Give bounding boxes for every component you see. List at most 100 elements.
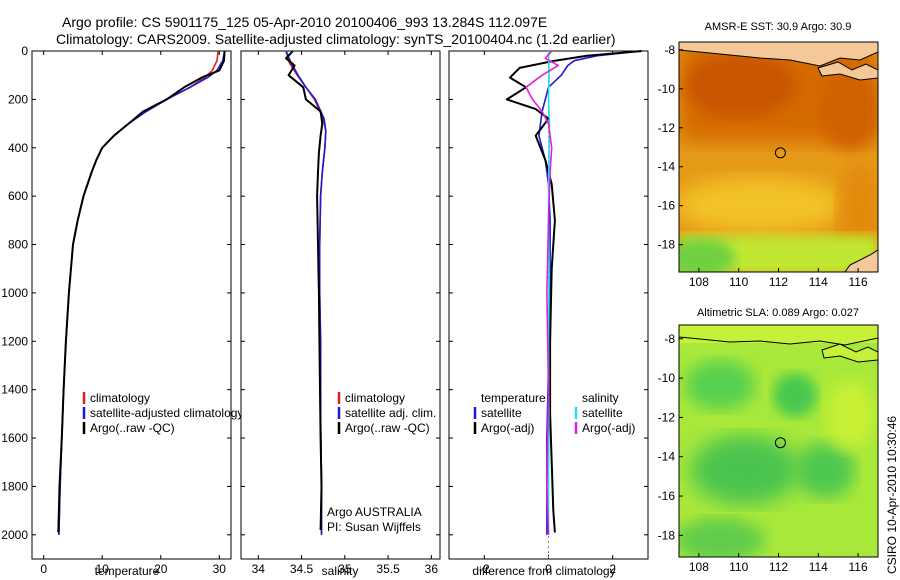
- temperature-panel: 0 200 400 600 800 1000 1200 1400 1600 1800 2000 0 1…: [1, 44, 243, 578]
- map-y-tick-label: -16: [658, 199, 676, 213]
- sla-argo-location-marker: [774, 437, 786, 449]
- sst-bali-land: [817, 61, 878, 81]
- map-y-tick-label: -8: [664, 43, 675, 57]
- series-line-temperature-argo-adj: [505, 50, 642, 533]
- sla-bali-land: [821, 343, 878, 363]
- series-line-salinity-argo-adj: [525, 50, 559, 535]
- x-tick-label: 34.5: [290, 562, 314, 576]
- map-x-tick-label: 116: [849, 275, 868, 289]
- y-tick-label: 1200: [1, 334, 28, 348]
- sla-map-title: Altimetric SLA: 0.089 Argo: 0.027: [697, 307, 859, 319]
- y-tick-label: 600: [8, 189, 28, 203]
- x-tick-label: 0: [545, 562, 552, 576]
- difference-legend: temperature satellite Argo(-adj) salinit…: [473, 391, 635, 435]
- temperature-legend: climatology satellite-adjusted climatolo…: [82, 391, 243, 435]
- y-tick-label: 400: [8, 141, 28, 155]
- temperature-lines: [57, 50, 226, 535]
- salinity-legend: climatology satellite adj. clim. Argo(..…: [337, 391, 436, 435]
- salinity-axes-frame: [240, 50, 441, 560]
- sla-low-southwest: [690, 435, 800, 505]
- difference-legend-sal-satellite: satellite: [582, 406, 623, 420]
- salinity-legend-satellite: satellite adj. clim.: [345, 406, 436, 420]
- header-line2: Climatology: CARS2009. Satellite-adjuste…: [56, 31, 616, 47]
- map-y-tick-label: -12: [658, 410, 676, 424]
- map-x-tick-label: 116: [849, 560, 868, 574]
- sla-low-center: [773, 373, 817, 417]
- x-tick-label: 2: [609, 562, 616, 576]
- header-line1: Argo profile: CS 5901175_125 05-Apr-2010…: [62, 14, 547, 30]
- salinity-panel: 34 34.5 35 35.5 36 salinity climatology sate…: [240, 50, 441, 578]
- difference-panel: -2 0 2 difference from climatology tempera…: [448, 50, 649, 578]
- difference-lines: [505, 50, 642, 559]
- difference-legend-salinity-heading: salinity: [582, 391, 619, 405]
- temperature-legend-argo: Argo(..raw -QC): [90, 421, 175, 435]
- sla-high-east: [825, 380, 875, 450]
- sla-low-south: [679, 518, 765, 557]
- map-x-tick-label: 112: [769, 275, 788, 289]
- y-tick-label: 2000: [1, 528, 28, 542]
- salinity-y-ticks: [241, 50, 440, 536]
- sst-java-land: [679, 42, 878, 67]
- salinity-xlabel: salinity: [322, 564, 359, 578]
- map-y-tick-label: -8: [664, 332, 675, 346]
- map-y-tick-label: -18: [658, 528, 676, 542]
- y-tick-label: 200: [8, 92, 28, 106]
- map-x-tick-label: 108: [689, 275, 709, 289]
- sst-heatmap-field: [679, 42, 878, 272]
- map-x-tick-label: 110: [729, 275, 748, 289]
- salinity-annotation-pi: PI: Susan Wijffels: [327, 520, 421, 534]
- salinity-lines: [285, 50, 327, 535]
- x-tick-label: 30: [213, 562, 227, 576]
- x-tick-label: 20: [154, 562, 168, 576]
- temperature-legend-climatology: climatology: [90, 391, 150, 405]
- sst-australia-land: [844, 249, 878, 272]
- sst-argo-location-marker: [774, 147, 786, 159]
- x-tick-label: 36: [425, 562, 439, 576]
- sst-map-panel: AMSR-E SST: 30.9 Argo: 30.9 108 110 112 114…: [658, 21, 879, 289]
- series-line-argo-raw-qc: [57, 50, 226, 533]
- x-tick-label: 35.5: [376, 562, 400, 576]
- sst-hot-east: [820, 70, 878, 150]
- x-tick-label: 10: [96, 562, 110, 576]
- sla-map-panel: Altimetric SLA: 0.089 Argo: 0.027 108 110…: [658, 307, 879, 574]
- map-y-tick-label: -18: [658, 238, 676, 252]
- sla-low-southeast: [795, 442, 855, 498]
- sla-map-axes: 108 110 112 114 116 -8 -10 -12 -14 -16 -18: [658, 332, 868, 574]
- temperature-xlabel: temperature: [95, 564, 160, 578]
- sst-hot-core: [685, 53, 795, 117]
- sst-cool-band: [679, 177, 845, 233]
- x-tick-label: 34: [252, 562, 266, 576]
- map-x-tick-label: 112: [769, 560, 788, 574]
- x-tick-label: 35: [338, 562, 352, 576]
- sst-coolest-sw: [679, 238, 735, 272]
- map-y-tick-label: -10: [658, 82, 676, 96]
- y-tick-label: 1000: [1, 286, 28, 300]
- y-tick-label: 0: [21, 44, 28, 58]
- difference-legend-temp-argo: Argo(-adj): [481, 421, 534, 435]
- sla-low-nw: [685, 360, 755, 410]
- y-tick-label: 1600: [1, 431, 28, 445]
- salinity-legend-climatology: climatology: [345, 391, 405, 405]
- salinity-legend-argo: Argo(..raw -QC): [345, 421, 430, 435]
- salinity-annotation-argo-australia: Argo AUSTRALIA: [327, 505, 422, 519]
- salinity-x-axis: 34 34.5 35 35.5 36: [252, 51, 439, 576]
- map-y-tick-label: -16: [658, 489, 676, 503]
- temperature-y-axis: 0 200 400 600 800 1000 1200 1400 1600 1800 2000: [1, 44, 231, 542]
- sla-heatmap-field: [679, 325, 878, 557]
- difference-legend-temperature-heading: temperature: [481, 391, 546, 405]
- sla-java-land: [679, 325, 878, 346]
- map-y-tick-label: -10: [658, 371, 676, 385]
- y-tick-label: 1800: [1, 479, 28, 493]
- timestamp-label: CSIRO 10-Apr-2010 10:30:46: [885, 416, 899, 574]
- temperature-legend-satellite: satellite-adjusted climatology: [90, 406, 243, 420]
- map-x-tick-label: 114: [809, 560, 828, 574]
- difference-y-ticks: [449, 50, 648, 536]
- map-x-tick-label: 114: [809, 275, 828, 289]
- difference-legend-sal-argo: Argo(-adj): [582, 421, 635, 435]
- difference-xlabel: difference from climatology: [472, 564, 615, 578]
- map-x-tick-label: 110: [729, 560, 748, 574]
- sst-map-title: AMSR-E SST: 30.9 Argo: 30.9: [705, 21, 852, 33]
- y-tick-label: 1400: [1, 383, 28, 397]
- series-line-argo-raw-qc: [285, 50, 324, 531]
